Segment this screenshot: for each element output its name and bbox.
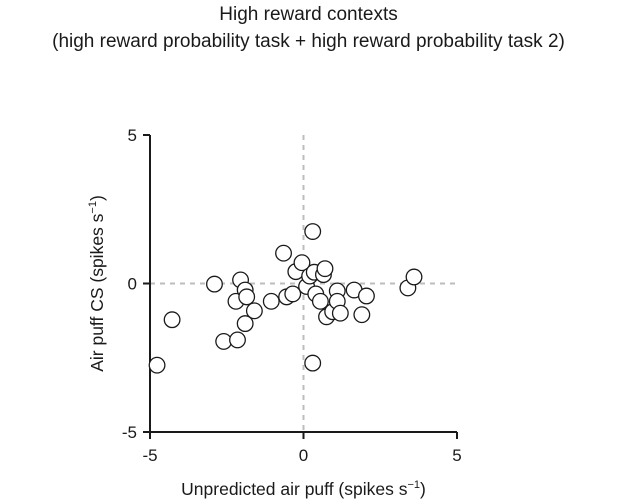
axis-labels: Unpredicted air puff (spikes s−1) Air pu…: [87, 195, 426, 499]
chart-title-block: High reward contexts (high reward probab…: [0, 1, 617, 55]
y-axis-label: Air puff CS (spikes s−1): [87, 195, 107, 372]
data-point: [262, 292, 280, 310]
data-point: [284, 285, 302, 303]
axes: -5 0 5 -5 0 5: [122, 126, 462, 465]
x-tick-label: 5: [452, 446, 461, 465]
data-point: [405, 268, 423, 286]
data-point: [357, 287, 375, 305]
data-point: [236, 315, 254, 333]
y-axis-label-sup: −1: [87, 201, 99, 214]
data-point: [215, 332, 233, 350]
x-tick-label: -5: [142, 446, 157, 465]
data-point: [311, 292, 329, 310]
data-point: [245, 302, 263, 320]
data-point: [163, 311, 181, 329]
x-axis-label-text: Unpredicted air puff (spikes s: [181, 479, 408, 499]
data-point: [275, 244, 292, 262]
x-axis-label-sup: −1: [407, 479, 420, 491]
data-point: [206, 275, 223, 293]
y-tick-label: 0: [128, 275, 137, 294]
x-axis-label: Unpredicted air puff (spikes s−1): [181, 479, 426, 499]
data-point: [331, 304, 349, 322]
chart-subtitle: (high reward probability task + high rew…: [52, 31, 565, 52]
data-point: [238, 288, 256, 306]
y-axis-label-close: ): [87, 195, 107, 201]
y-axis-label-text: Air puff CS (spikes s: [87, 213, 107, 371]
y-tick-label: -5: [122, 423, 137, 442]
data-point: [304, 223, 322, 240]
data-point: [293, 254, 311, 272]
x-tick-label: 0: [299, 446, 308, 465]
data-point: [316, 260, 334, 278]
data-point: [304, 354, 322, 372]
y-tick-label: 5: [128, 126, 137, 145]
chart-title: High reward contexts: [219, 4, 398, 25]
data-point: [353, 306, 371, 324]
data-points: [148, 223, 423, 374]
data-point: [148, 356, 166, 374]
x-axis-label-close: ): [420, 479, 426, 499]
data-point: [229, 331, 246, 349]
